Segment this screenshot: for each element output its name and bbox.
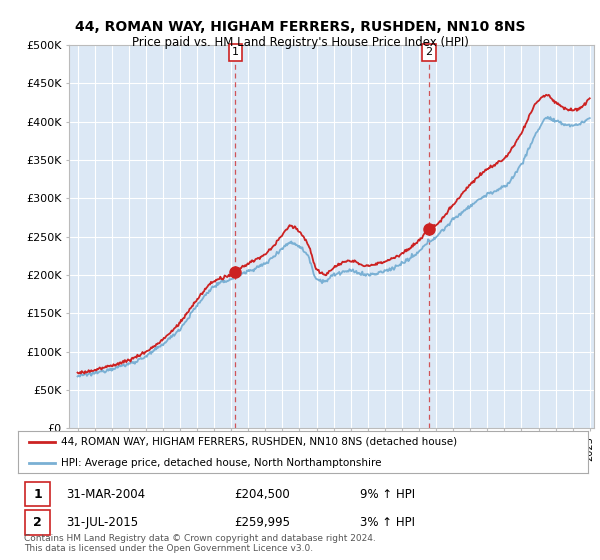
Text: £259,995: £259,995 bbox=[235, 516, 290, 529]
Text: Contains HM Land Registry data © Crown copyright and database right 2024.
This d: Contains HM Land Registry data © Crown c… bbox=[24, 534, 376, 553]
Text: 31-JUL-2015: 31-JUL-2015 bbox=[67, 516, 139, 529]
Text: Price paid vs. HM Land Registry's House Price Index (HPI): Price paid vs. HM Land Registry's House … bbox=[131, 36, 469, 49]
Text: 2: 2 bbox=[425, 48, 433, 58]
Text: HPI: Average price, detached house, North Northamptonshire: HPI: Average price, detached house, Nort… bbox=[61, 458, 381, 468]
Text: 1: 1 bbox=[33, 488, 42, 501]
Text: 9% ↑ HPI: 9% ↑ HPI bbox=[360, 488, 415, 501]
Text: £204,500: £204,500 bbox=[235, 488, 290, 501]
Text: 2: 2 bbox=[33, 516, 42, 529]
Text: 44, ROMAN WAY, HIGHAM FERRERS, RUSHDEN, NN10 8NS (detached house): 44, ROMAN WAY, HIGHAM FERRERS, RUSHDEN, … bbox=[61, 437, 457, 447]
Text: 31-MAR-2004: 31-MAR-2004 bbox=[67, 488, 146, 501]
FancyBboxPatch shape bbox=[25, 482, 50, 506]
Text: 1: 1 bbox=[232, 48, 239, 58]
Text: 3% ↑ HPI: 3% ↑ HPI bbox=[360, 516, 415, 529]
Text: 44, ROMAN WAY, HIGHAM FERRERS, RUSHDEN, NN10 8NS: 44, ROMAN WAY, HIGHAM FERRERS, RUSHDEN, … bbox=[75, 20, 525, 34]
FancyBboxPatch shape bbox=[25, 510, 50, 535]
